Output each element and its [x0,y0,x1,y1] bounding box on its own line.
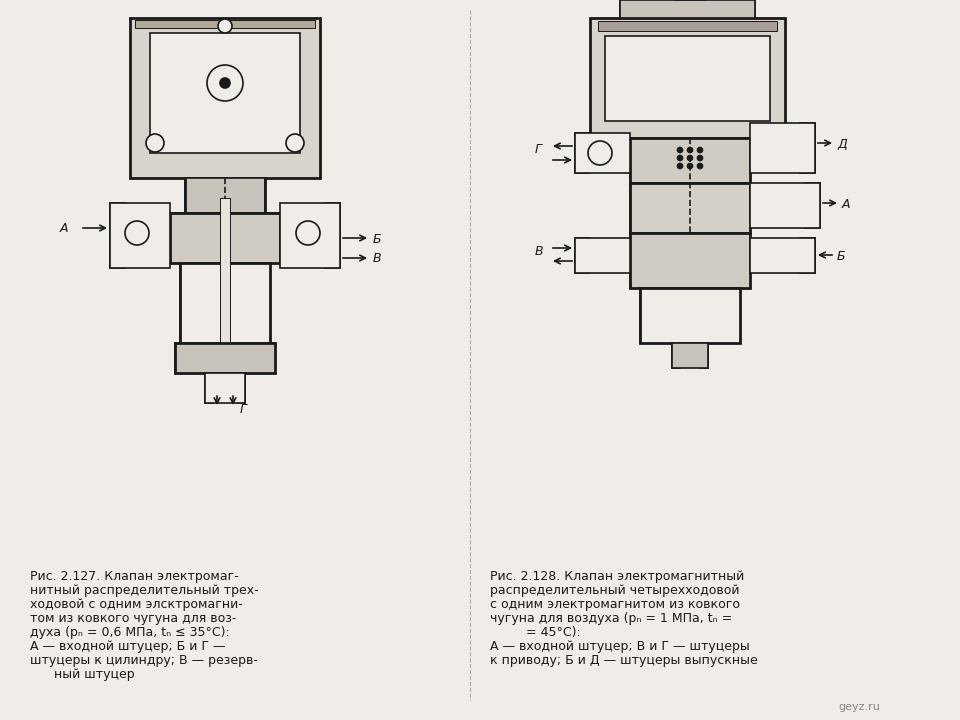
Text: к приводу; Б и Д — штуцеры выпускные: к приводу; Б и Д — штуцеры выпускные [490,654,757,667]
Text: с одним электромагнитом из ковкого: с одним электромагнитом из ковкого [490,598,740,611]
Text: Д: Д [837,138,847,151]
Bar [630,138,750,183]
Circle shape [218,19,232,33]
Text: Г: Г [535,143,542,156]
Bar [700,343,708,368]
Bar [800,238,815,273]
Bar [750,238,815,273]
Circle shape [698,156,703,161]
Text: нитный распределительный трех-: нитный распределительный трех- [30,584,258,597]
Text: A — входной штуцер; В и Г — штуцеры: A — входной штуцер; В и Г — штуцеры [490,640,750,653]
Circle shape [146,134,164,152]
Text: ходовой с одним элсктромагни-: ходовой с одним элсктромагни- [30,598,243,611]
Bar [180,263,270,343]
Circle shape [588,141,612,165]
Bar [805,183,820,228]
Text: Б: Б [837,250,846,263]
Circle shape [698,163,703,168]
Bar [800,123,815,173]
Bar [150,33,300,153]
Bar [205,373,213,403]
Bar [750,123,815,173]
Bar [180,263,195,343]
Circle shape [687,148,692,153]
Circle shape [286,134,304,152]
Bar [620,0,755,18]
Bar [175,343,195,373]
Text: Г: Г [240,403,247,416]
Bar [750,183,820,228]
Bar [730,138,750,183]
Text: Рис. 2.128. Клапан электромагнитный: Рис. 2.128. Клапан электромагнитный [490,570,744,583]
Bar [255,263,270,343]
Text: том из ковкого чугуна для воз-: том из ковкого чугуна для воз- [30,612,236,625]
Bar [255,343,275,373]
Bar [170,213,280,263]
Circle shape [296,221,320,245]
Circle shape [678,148,683,153]
Bar [605,36,770,121]
Bar [725,288,740,343]
Text: A: A [60,222,68,235]
Circle shape [687,163,692,168]
Text: В: В [373,252,382,265]
Text: В: В [535,245,543,258]
Bar [730,233,750,288]
Bar [590,18,785,138]
Bar [630,233,750,288]
Bar [630,138,650,183]
Text: geyz.ru: geyz.ru [838,702,880,712]
Text: ный штуцер: ный штуцер [30,668,134,681]
Bar [205,373,245,403]
Circle shape [687,156,692,161]
Bar [110,203,170,268]
Circle shape [207,65,243,101]
Bar [175,343,275,373]
Bar [220,198,230,393]
Circle shape [125,221,149,245]
Text: A — входной штуцер; Б и Г —: A — входной штуцер; Б и Г — [30,640,226,653]
Bar [630,183,750,233]
Text: = 45°C):: = 45°C): [490,626,581,639]
Text: распределительный четырехходовой: распределительный четырехходовой [490,584,739,597]
Bar [682,18,698,331]
Bar [237,373,245,403]
Bar [260,213,280,263]
Bar [730,183,750,233]
Text: духа (pₙ = 0,6 МПа, tₙ ≤ 35°C):: духа (pₙ = 0,6 МПа, tₙ ≤ 35°C): [30,626,229,639]
Bar [672,343,708,368]
Circle shape [220,78,230,88]
Bar [672,343,680,368]
Bar [185,178,265,213]
Bar [280,203,340,268]
Bar [598,21,777,31]
Bar [130,18,320,178]
Bar [110,203,125,268]
Text: чугуна для воздуха (pₙ = 1 МПа, tₙ =: чугуна для воздуха (pₙ = 1 МПа, tₙ = [490,612,732,625]
Text: штуцеры к цилиндру; В — резерв-: штуцеры к цилиндру; В — резерв- [30,654,258,667]
Bar [575,133,630,173]
Bar [640,288,655,343]
Bar [630,233,650,288]
Bar [640,288,740,343]
Text: Рис. 2.127. Клапан электромаг-: Рис. 2.127. Клапан электромаг- [30,570,239,583]
Bar [575,238,590,273]
Bar [735,0,755,18]
Circle shape [698,148,703,153]
Bar [325,203,340,268]
Bar [575,238,630,273]
Bar [135,20,315,28]
Bar [575,133,590,173]
Circle shape [678,156,683,161]
Circle shape [678,163,683,168]
Text: Б: Б [373,233,382,246]
Bar [170,213,190,263]
Text: A: A [842,198,851,211]
Bar [630,183,650,233]
Bar [620,0,640,18]
